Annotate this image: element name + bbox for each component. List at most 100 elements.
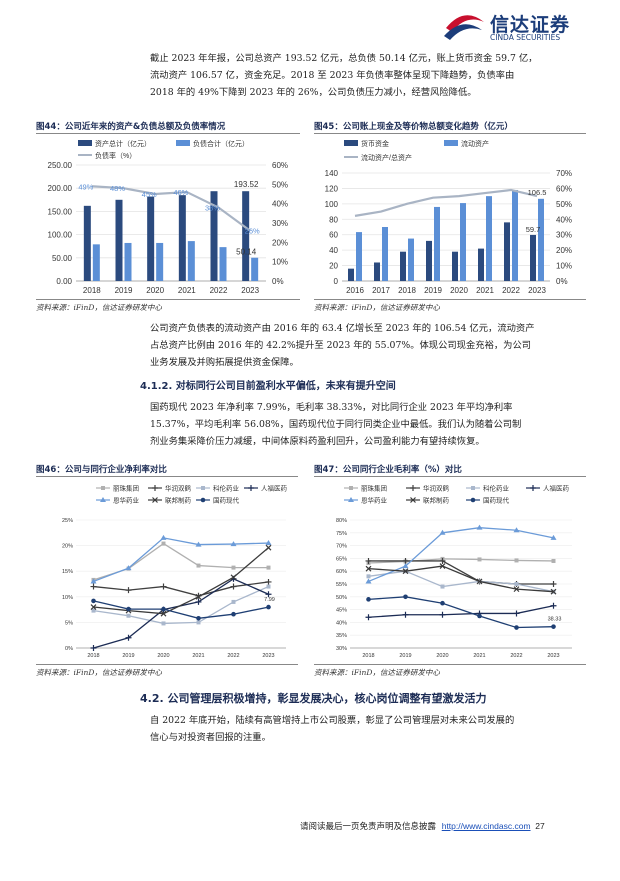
- y2-tick-label: 0%: [556, 277, 568, 286]
- y-tick-label: 0: [334, 277, 339, 286]
- data-point: [439, 611, 446, 618]
- bar-liabilities: [219, 247, 227, 281]
- data-point: [439, 529, 446, 535]
- legend-label: 国药现代: [213, 496, 240, 505]
- y-tick-label: 40%: [336, 620, 347, 626]
- x-tick-label: 2022: [510, 653, 522, 659]
- legend-marker: [410, 485, 416, 491]
- bar-assets: [210, 191, 218, 281]
- legend-label: 人福医药: [543, 484, 570, 493]
- y-tick-label: 35%: [336, 633, 347, 639]
- data-point: [365, 557, 372, 564]
- data-point: [161, 541, 166, 546]
- data-point: [550, 602, 557, 609]
- legend-marker: [201, 486, 205, 490]
- page-number: 27: [535, 821, 545, 831]
- rate-data-label: 26%: [245, 227, 260, 236]
- data-point: [265, 578, 272, 585]
- data-point: [160, 534, 167, 540]
- y-tick-label: 10%: [62, 595, 73, 601]
- line-current-ratio: [354, 188, 538, 217]
- paragraph-1: 截止 2023 年年报，公司总资产 193.52 亿元，总负债 50.14 亿元…: [150, 53, 538, 98]
- x-tick-label: 2018: [362, 653, 374, 659]
- section-heading-42: 4.2. 公司管理层积极增持，彰显发展决心，核心岗位调整有望激发活力: [140, 692, 487, 705]
- footer-link[interactable]: http://www.cindasc.com: [441, 821, 531, 831]
- legend-marker: [152, 497, 158, 503]
- y2-tick-label: 30%: [556, 231, 572, 240]
- data-point: [230, 583, 237, 590]
- legend-label: 科伦药业: [213, 484, 240, 493]
- data-point: [126, 613, 131, 618]
- chart-fig44: 资产总计（亿元） 负债合计（亿元） 负债率（%） 0.00 50.00 100.00 150…: [48, 139, 288, 295]
- data-point: [513, 527, 520, 533]
- series-line: [93, 537, 269, 583]
- current-assets-data-label: 106.5: [528, 188, 547, 197]
- bar-cash: [400, 251, 406, 281]
- x-tick-label: 2018: [87, 653, 99, 659]
- bar-liabilities: [187, 241, 195, 281]
- fig47-rule-bottom: [314, 664, 586, 665]
- fig45-source: 资料来源：iFinD，信达证券研发中心: [314, 303, 440, 312]
- series-line: [368, 605, 554, 618]
- x-tick-label: 2020: [146, 286, 164, 295]
- x-tick-label: 2023: [262, 653, 274, 659]
- y-tick-label: 15%: [62, 569, 73, 575]
- data-point: [550, 534, 557, 540]
- data-point: [195, 593, 202, 600]
- fig46-rule-bottom: [36, 664, 298, 665]
- bar-current-assets: [408, 238, 414, 281]
- series-line: [93, 547, 269, 615]
- logo-cn: 信达证券: [490, 14, 571, 36]
- x-tick-label: 2019: [115, 286, 133, 295]
- data-point: [231, 599, 236, 604]
- legend-marker: [470, 497, 476, 503]
- data-point: [550, 581, 557, 587]
- x-tick-label: 2023: [528, 286, 546, 295]
- data-point: [90, 604, 97, 610]
- x-tick-label: 2019: [424, 286, 442, 295]
- rate-data-label: 49%: [78, 182, 93, 191]
- paragraph-4: 自 2022 年底开始，陆续有高管增持上市公司股票，彰显了公司管理层对未来公司发…: [150, 715, 515, 743]
- y-tick-label: 5%: [65, 620, 73, 626]
- y2-tick-label: 40%: [556, 215, 572, 224]
- series-line: [368, 596, 554, 629]
- data-point: [90, 578, 97, 584]
- data-point: [439, 557, 446, 564]
- x-tick-label: 2020: [436, 653, 448, 659]
- legend-label: 国药现代: [483, 496, 510, 505]
- data-point: [403, 594, 408, 600]
- data-point: [265, 540, 272, 546]
- fig45-rule-bottom: [314, 299, 586, 300]
- data-point: [366, 597, 371, 602]
- series-line: [93, 542, 269, 581]
- legend-label-cash: 货币资金: [361, 139, 389, 148]
- y-tick-label: 80: [329, 215, 338, 224]
- y-tick-label: 100: [325, 200, 339, 209]
- legend-marker: [248, 485, 254, 491]
- last-data-label: 7.99: [264, 597, 275, 603]
- x-tick-label: 2020: [157, 653, 169, 659]
- series-line: [93, 581, 269, 597]
- bar-assets: [242, 191, 250, 281]
- series-line: [368, 570, 554, 593]
- bar-liabilities: [124, 242, 132, 281]
- legend-label-liabilities: 负债合计（亿元）: [193, 139, 249, 148]
- legend-marker: [530, 485, 536, 491]
- data-point: [476, 524, 483, 530]
- fig47-title: 图47：公司同行企业毛利率（%）对比: [314, 465, 462, 475]
- y2-tick-label: 40%: [272, 200, 288, 209]
- series-line: [93, 585, 269, 625]
- paragraph-3: 国药现代 2023 年净利率 7.99%，毛利率 38.33%，对比同行企业 2…: [150, 402, 522, 447]
- y-tick-label: 0.00: [56, 277, 72, 286]
- data-point: [90, 583, 97, 590]
- data-point: [231, 611, 236, 617]
- fig44-source: 资料来源：iFinD，信达证券研发中心: [36, 303, 162, 312]
- legend-marker: [471, 486, 475, 490]
- data-point: [402, 611, 409, 618]
- y-tick-label: 60%: [336, 569, 347, 575]
- data-point: [230, 574, 237, 581]
- data-point: [90, 645, 97, 651]
- data-point: [230, 541, 237, 547]
- rate-data-label: 48%: [110, 184, 125, 193]
